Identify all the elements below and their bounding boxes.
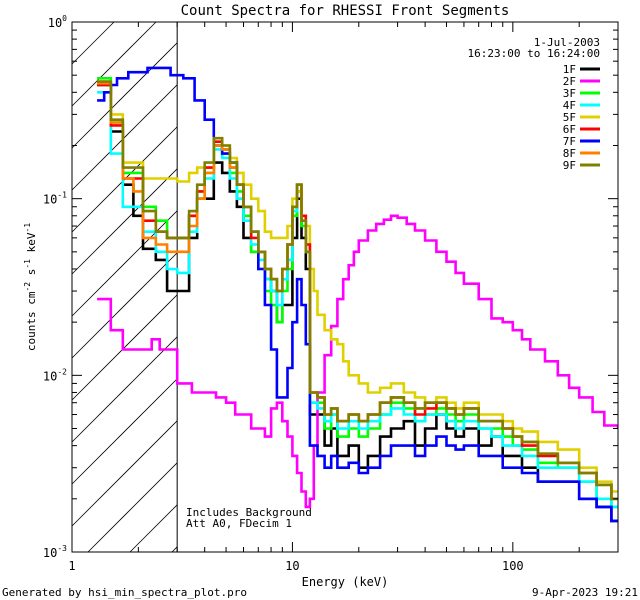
y-axis-label-exp: -1 [23, 259, 32, 269]
attenuator-hatch-region [71, 21, 178, 553]
legend-date: 1-Jul-2003 [534, 36, 600, 49]
hatch-line [71, 84, 178, 191]
y-axis-label-exp: -2 [23, 282, 32, 292]
legend-label-5F: 5F [563, 111, 576, 124]
y-tick-exponent: -2 [57, 367, 67, 376]
y-axis-label: counts cm-2 s-1 keV-1 [23, 223, 38, 351]
hatch-line [71, 336, 178, 443]
y-tick-base: 10 [43, 369, 57, 383]
y-axis-label-part: keV [25, 232, 38, 259]
hatch-line [71, 168, 178, 275]
legend-time-range: 16:23:00 to 16:24:00 [468, 47, 600, 60]
hatch-line [71, 294, 178, 401]
legend-label-1F: 1F [563, 63, 576, 76]
hatch-line [71, 420, 178, 527]
y-axis-label-part: counts cm [25, 291, 38, 351]
x-tick-label: 10 [285, 559, 299, 573]
legend-label-4F: 4F [563, 99, 576, 112]
y-tick-label: 10-2 [43, 367, 67, 383]
x-axis-label: Energy (keV) [302, 575, 389, 589]
series-7F [97, 66, 618, 523]
plot-frame [71, 21, 619, 553]
y-tick-label: 100 [48, 14, 67, 30]
y-tick-exponent: -1 [57, 191, 67, 200]
hatch-line [71, 252, 178, 359]
series-9F [97, 80, 618, 501]
hatch-line [71, 378, 178, 485]
hatch-line [71, 42, 178, 149]
timestamp-text: 9-Apr-2023 19:21 [532, 586, 638, 599]
y-tick-exponent: 0 [62, 14, 67, 23]
y-axis-label-part: s [25, 269, 38, 282]
legend-label-3F: 3F [563, 87, 576, 100]
x-tick-label: 100 [502, 559, 524, 573]
chart-title: Count Spectra for RHESSI Front Segments [181, 3, 510, 19]
hatch-line [87, 462, 178, 553]
hatch-line [71, 21, 115, 65]
legend-label-8F: 8F [563, 147, 576, 160]
legend-label-9F: 9F [563, 159, 576, 172]
legend-label-6F: 6F [563, 123, 576, 136]
hatch-line [129, 504, 178, 553]
annotation-background: Includes Background [186, 506, 312, 519]
y-tick-label: 10-3 [43, 544, 67, 560]
series-layer [97, 66, 618, 523]
hatch-line [71, 21, 157, 107]
y-tick-label: 10-1 [43, 191, 67, 207]
y-tick-base: 10 [43, 193, 57, 207]
hatch-line [71, 210, 178, 317]
y-tick-exponent: -3 [57, 544, 67, 553]
annotation-attenuator: Att A0, FDecim 1 [186, 517, 292, 530]
legend-label-2F: 2F [563, 75, 576, 88]
y-tick-base: 10 [48, 16, 62, 30]
x-tick-label: 1 [68, 559, 75, 573]
series-2F [97, 214, 618, 509]
hatch-line [171, 546, 178, 553]
y-tick-base: 10 [43, 546, 57, 560]
axes [71, 21, 619, 553]
legend-label-7F: 7F [563, 135, 576, 148]
y-axis-label-exp: -1 [23, 223, 32, 233]
generated-by-text: Generated by hsi_min_spectra_plot.pro [2, 586, 248, 599]
legend: 1-Jul-2003 16:23:00 to 16:24:00 1F2F3F4F… [468, 36, 600, 172]
